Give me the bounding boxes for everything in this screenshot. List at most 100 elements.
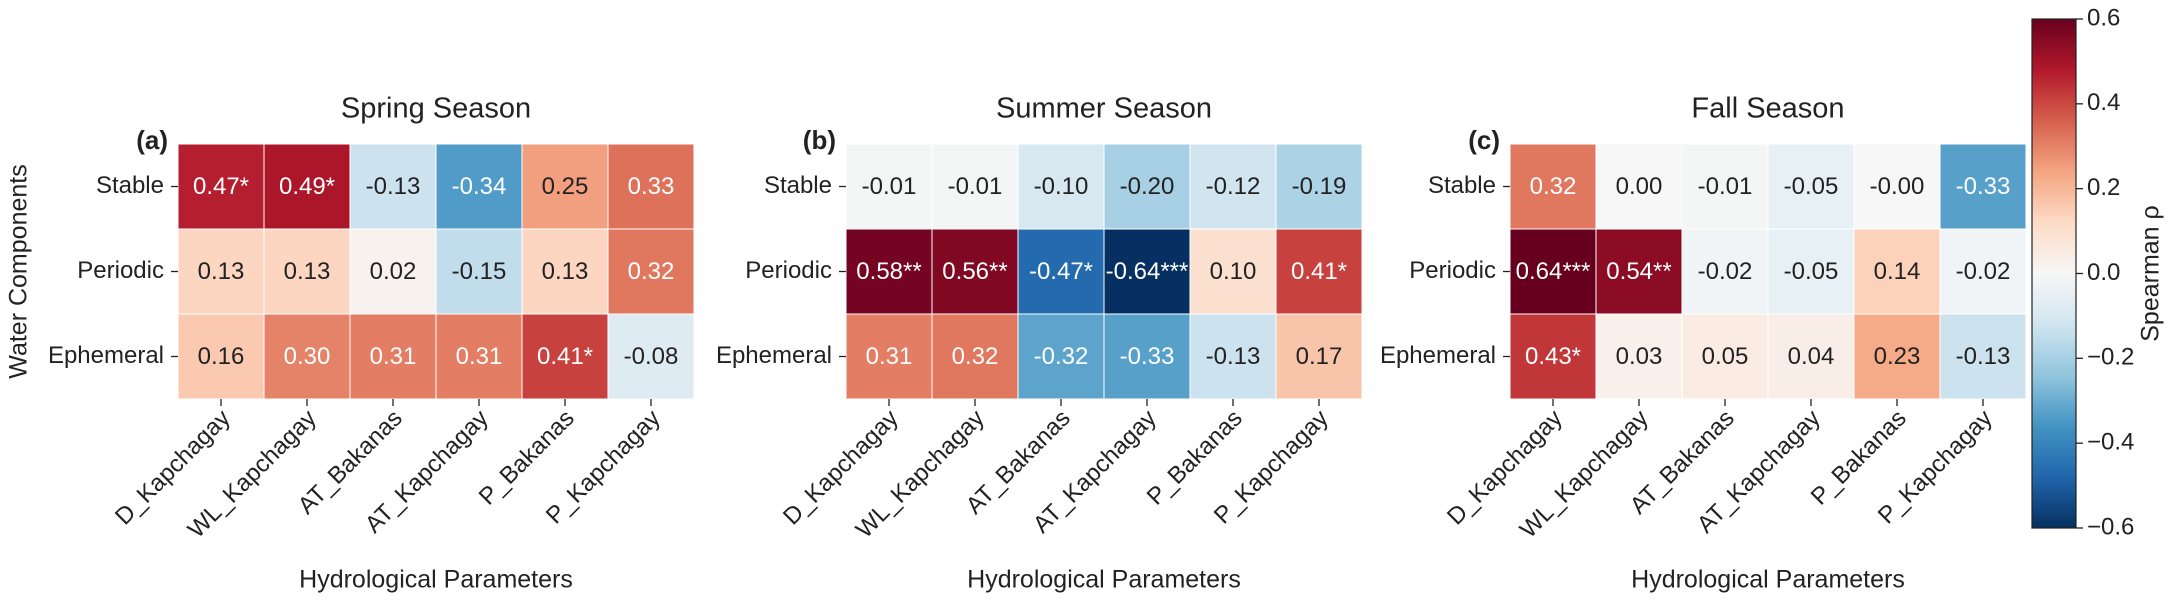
y-tick-label: Stable: [764, 172, 832, 199]
cell-value-label: 0.56**: [942, 258, 1007, 285]
y-tick-label: Stable: [1428, 172, 1496, 199]
colorbar-tick-label: −0.4: [2087, 429, 2134, 456]
cell-value-label: 0.41*: [1291, 258, 1347, 285]
cell-value-label: 0.64***: [1516, 258, 1591, 285]
heatmap-cell: [1509, 313, 1597, 400]
cell-value-label: -0.01: [1698, 173, 1753, 200]
cell-value-label: -0.13: [1206, 343, 1261, 370]
heatmap-cell: [1017, 313, 1105, 400]
panel-label: (a): [136, 125, 168, 155]
cell-value-label: 0.32: [952, 343, 999, 370]
cell-value-label: 0.43*: [1525, 343, 1581, 370]
cell-value-label: -0.13: [366, 173, 421, 200]
heatmap-cell: [177, 313, 265, 400]
heatmap-cell: [931, 228, 1019, 315]
cell-value-label: -0.33: [1956, 173, 2011, 200]
heatmap-cell: [1509, 228, 1597, 315]
cell-value-label: -0.32: [1034, 343, 1089, 370]
cell-value-label: -0.01: [862, 173, 917, 200]
colorbar-tick-label: 0.4: [2087, 89, 2120, 116]
cell-value-label: 0.41*: [537, 343, 593, 370]
heatmap-cell: [263, 313, 351, 400]
heatmap-cell: [521, 143, 609, 230]
heatmap-cell: [1595, 228, 1683, 315]
cell-value-label: -0.12: [1206, 173, 1261, 200]
cell-value-label: 0.49*: [279, 173, 335, 200]
heatmap-cell: [1939, 313, 2027, 400]
heatmap-cell: [1017, 143, 1105, 230]
heatmap-cell: [931, 143, 1019, 230]
cell-value-label: -0.02: [1698, 258, 1753, 285]
cell-value-label: -0.08: [624, 343, 679, 370]
heatmap-cell: [1767, 228, 1855, 315]
heatmap-cell: [1681, 313, 1769, 400]
cell-value-label: -0.20: [1120, 173, 1175, 200]
x-axis-label: Hydrological Parameters: [1631, 566, 1905, 594]
heatmap-cell: [1103, 313, 1191, 400]
heatmap-cell: [1275, 228, 1363, 315]
cell-value-label: 0.00: [1616, 173, 1663, 200]
heatmap-cell: [845, 143, 933, 230]
cell-value-label: 0.32: [628, 258, 675, 285]
panel-title: Fall Season: [1691, 93, 1844, 125]
heatmap-cell: [1767, 313, 1855, 400]
y-axis-label: Water Components: [5, 164, 33, 378]
cell-value-label: -0.05: [1784, 258, 1839, 285]
cell-value-label: -0.02: [1956, 258, 2011, 285]
cell-value-label: 0.30: [284, 343, 331, 370]
x-axis-label: Hydrological Parameters: [299, 566, 573, 594]
cell-value-label: 0.23: [1874, 343, 1921, 370]
y-tick-label: Ephemeral: [1380, 342, 1496, 369]
heatmap-cell: [1853, 143, 1941, 230]
panel-title: Spring Season: [341, 93, 531, 125]
cell-value-label: 0.25: [542, 173, 589, 200]
cell-value-label: 0.13: [198, 258, 245, 285]
heatmap-cell: [263, 143, 351, 230]
cell-value-label: 0.03: [1616, 343, 1663, 370]
x-axis-label: Hydrological Parameters: [967, 566, 1241, 594]
cell-value-label: 0.33: [628, 173, 675, 200]
cell-value-label: -0.19: [1292, 173, 1347, 200]
y-tick-label: Periodic: [77, 257, 164, 284]
colorbar-label: Spearman ρ: [2137, 205, 2165, 342]
cell-value-label: 0.47*: [193, 173, 249, 200]
panel-label: (c): [1468, 125, 1500, 155]
colorbar-tick-label: 0.2: [2087, 174, 2120, 201]
cell-value-label: -0.00: [1870, 173, 1925, 200]
heatmap-cell: [1017, 228, 1105, 315]
cell-value-label: -0.64***: [1106, 258, 1189, 285]
cell-value-label: -0.10: [1034, 173, 1089, 200]
heatmap-cell: [521, 313, 609, 400]
heatmap-cell: [931, 313, 1019, 400]
y-tick-label: Ephemeral: [48, 342, 164, 369]
colorbar-tick-label: 0.0: [2087, 259, 2120, 286]
cell-value-label: 0.13: [284, 258, 331, 285]
cell-value-label: 0.54**: [1606, 258, 1671, 285]
cell-value-label: -0.47*: [1029, 258, 1093, 285]
cell-value-label: -0.05: [1784, 173, 1839, 200]
colorbar: [2031, 18, 2077, 529]
colorbar-tick-label: −0.2: [2087, 344, 2134, 371]
cell-value-label: 0.05: [1702, 343, 1749, 370]
heatmap-cell: [1939, 143, 2027, 230]
cell-value-label: -0.33: [1120, 343, 1175, 370]
heatmap-cell: [1939, 228, 2027, 315]
heatmap-cell: [1595, 143, 1683, 230]
y-tick-label: Stable: [96, 172, 164, 199]
y-tick-label: Ephemeral: [716, 342, 832, 369]
cell-value-label: 0.31: [456, 343, 503, 370]
heatmap-cell: [607, 143, 695, 230]
heatmap-cell: [1189, 143, 1277, 230]
cell-value-label: 0.02: [370, 258, 417, 285]
heatmap-cell: [349, 143, 437, 230]
heatmap-cell: [607, 228, 695, 315]
heatmap-cell: [1103, 228, 1191, 315]
cell-value-label: -0.34: [452, 173, 507, 200]
cell-value-label: 0.17: [1296, 343, 1343, 370]
heatmap-cell: [521, 228, 609, 315]
heatmap-cell: [1853, 228, 1941, 315]
cell-value-label: 0.31: [866, 343, 913, 370]
heatmap-cell: [607, 313, 695, 400]
cell-value-label: 0.13: [542, 258, 589, 285]
